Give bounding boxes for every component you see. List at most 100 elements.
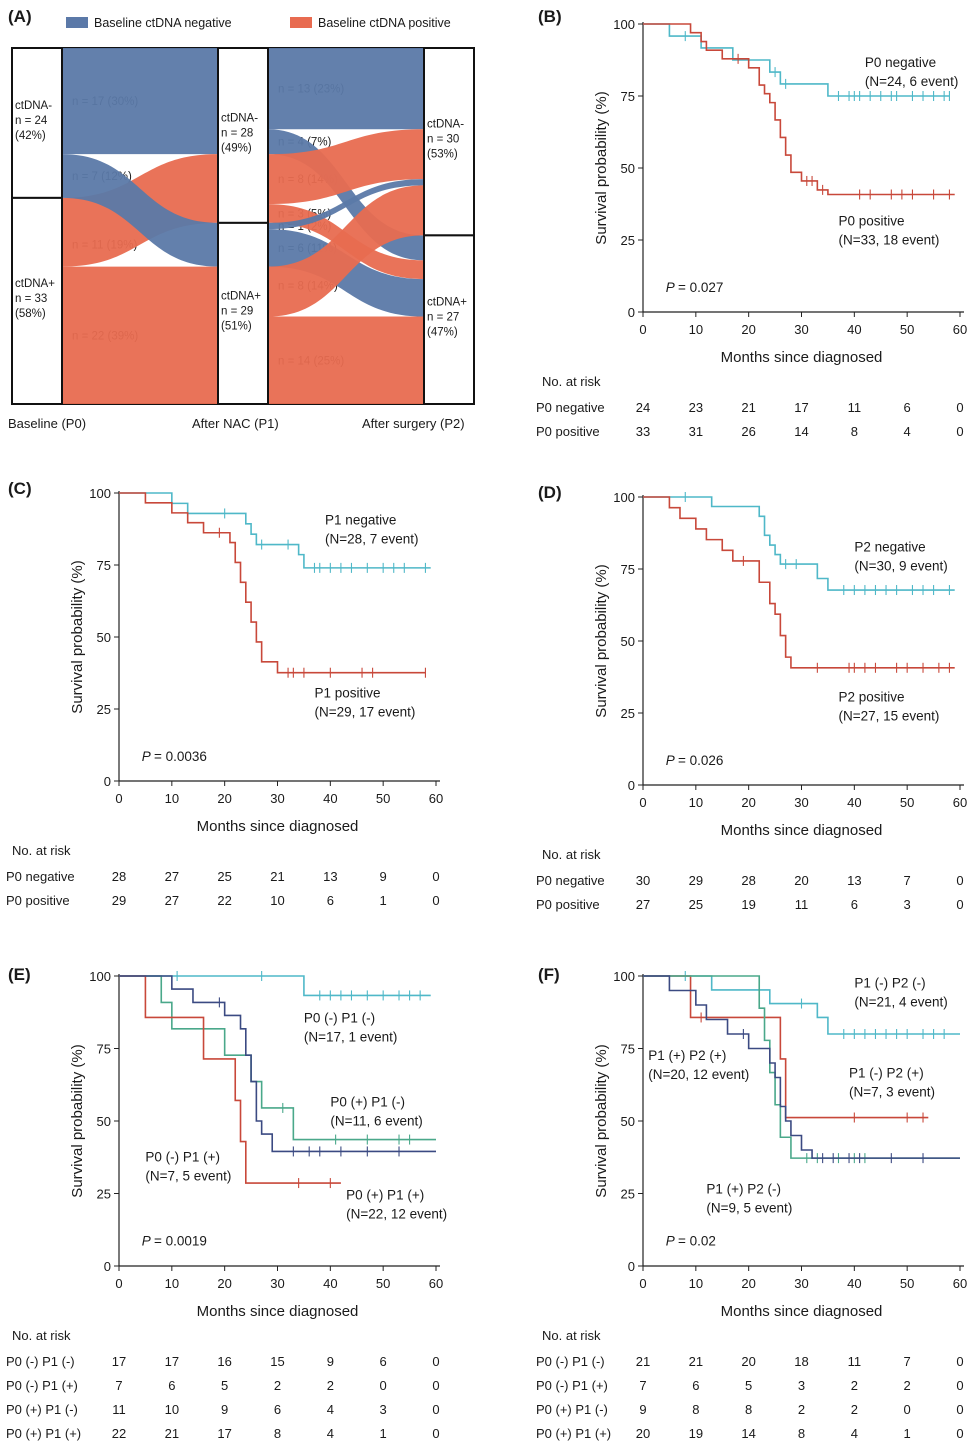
x-tick-label: 40 <box>847 322 861 337</box>
x-tick-label: 30 <box>270 1276 284 1291</box>
series-n-label: (N=28, 7 event) <box>325 532 418 547</box>
series-n-label: (N=33, 18 event) <box>838 233 939 248</box>
x-tick-label: 10 <box>689 322 703 337</box>
risk-value: 0 <box>956 1426 963 1441</box>
km-series <box>119 975 436 1145</box>
risk-value: 3 <box>904 897 911 912</box>
km-series <box>643 975 960 1164</box>
risk-value: 7 <box>904 873 911 888</box>
risk-value: 0 <box>956 424 963 439</box>
survival-curve <box>119 975 436 1141</box>
x-tick-label: 40 <box>847 795 861 810</box>
risk-value: 9 <box>327 1354 334 1369</box>
risk-value: 11 <box>112 1402 126 1417</box>
series-label: P1 negative <box>325 513 396 528</box>
x-tick-label: 50 <box>376 1276 390 1291</box>
risk-row-label: P0 negative <box>536 873 605 888</box>
survival-curve <box>643 975 960 1035</box>
risk-value: 0 <box>432 1354 439 1369</box>
risk-value: 16 <box>217 1354 231 1369</box>
x-tick-label: 40 <box>847 1276 861 1291</box>
risk-value: 28 <box>112 869 126 884</box>
series-label: P2 positive <box>838 689 904 704</box>
risk-value: 27 <box>165 869 179 884</box>
y-tick-label: 50 <box>621 634 635 649</box>
x-tick-label: 40 <box>323 791 337 806</box>
risk-value: 33 <box>636 424 650 439</box>
flow-2a <box>268 48 424 130</box>
risk-title: No. at risk <box>542 847 601 862</box>
risk-row-label: P0 (+) P1 (-) <box>536 1402 608 1417</box>
node-percent: (42%) <box>15 130 46 142</box>
risk-row-label: P0 (+) P1 (+) <box>6 1426 81 1441</box>
risk-value: 0 <box>956 873 963 888</box>
risk-value: 22 <box>217 893 231 908</box>
sankey-flows-p0-p1 <box>62 48 218 404</box>
stage-name: After NAC (P1) <box>192 416 279 431</box>
y-tick-label: 25 <box>97 702 111 717</box>
survival-curve <box>119 492 426 674</box>
node-count: n = 28 <box>221 127 253 139</box>
node-percent: (47%) <box>427 327 458 339</box>
risk-row-label: P0 positive <box>536 897 600 912</box>
flow-2h <box>268 316 424 404</box>
risk-value: 13 <box>323 869 337 884</box>
y-tick-label: 75 <box>621 89 635 104</box>
x-tick-label: 10 <box>689 795 703 810</box>
x-tick-label: 0 <box>115 791 122 806</box>
risk-row-label: P0 negative <box>6 869 75 884</box>
survival-curve <box>119 492 431 569</box>
series-label: P1 (+) P2 (+) <box>648 1048 726 1063</box>
y-axis-title: Survival probability (%) <box>593 91 610 244</box>
flow-2g <box>268 185 424 317</box>
series-label: P1 (-) P2 (+) <box>849 1066 924 1081</box>
risk-value: 0 <box>904 1402 911 1417</box>
risk-value: 20 <box>741 1354 755 1369</box>
series-label: P0 (-) P1 (-) <box>304 1010 375 1025</box>
risk-value: 6 <box>692 1378 699 1393</box>
risk-value: 21 <box>270 869 284 884</box>
x-tick-label: 0 <box>115 1276 122 1291</box>
km-series <box>643 971 960 1039</box>
y-tick-label: 100 <box>613 490 635 505</box>
sankey-stage-2: ctDNA-n = 30 (53%) ctDNA+ n = 27 (47%) After … <box>362 47 475 431</box>
survival-curve <box>643 975 960 1159</box>
risk-value: 6 <box>274 1402 281 1417</box>
risk-value: 28 <box>741 873 755 888</box>
p-value-text: = 0.027 <box>678 280 723 295</box>
risk-value: 25 <box>217 869 231 884</box>
y-tick-label: 50 <box>621 1114 635 1129</box>
panel-label: (B) <box>538 7 562 26</box>
p-value: P = 0.026 <box>666 753 724 768</box>
series-label: P1 (+) P2 (-) <box>706 1182 781 1197</box>
node-count: n = 27 <box>427 312 459 324</box>
node-negative <box>217 47 269 224</box>
node-label: ctDNA+ <box>427 297 467 309</box>
series-n-label: (N=11, 6 event) <box>330 1114 422 1129</box>
risk-value: 10 <box>270 893 284 908</box>
risk-value: 13 <box>847 873 861 888</box>
panel-label: (D) <box>538 483 562 502</box>
p-value: P = 0.027 <box>666 280 724 295</box>
node-positive <box>217 221 269 405</box>
series-n-label: (N=7, 3 event) <box>849 1085 935 1100</box>
risk-value: 17 <box>794 400 808 415</box>
x-axis-title: Months since diagnosed <box>197 818 359 835</box>
node-count: n = 33 <box>15 293 47 305</box>
risk-value: 8 <box>745 1402 752 1417</box>
risk-value: 11 <box>848 1354 862 1369</box>
series-n-label: (N=20, 12 event) <box>648 1067 749 1082</box>
risk-value: 17 <box>217 1426 231 1441</box>
risk-value: 6 <box>904 400 911 415</box>
series-n-label: (N=24, 6 event) <box>865 74 958 89</box>
risk-value: 4 <box>904 424 911 439</box>
km-series <box>119 492 431 573</box>
flow-2c <box>268 129 424 205</box>
x-tick-label: 50 <box>376 791 390 806</box>
risk-value: 27 <box>636 897 650 912</box>
risk-value: 25 <box>689 897 703 912</box>
y-tick-label: 100 <box>89 969 111 984</box>
risk-value: 21 <box>165 1426 179 1441</box>
risk-row-label: P0 (-) P1 (+) <box>536 1378 608 1393</box>
